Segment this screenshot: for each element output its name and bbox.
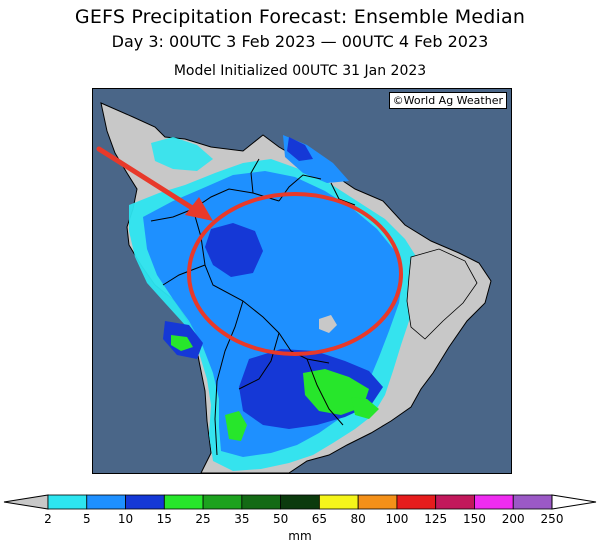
colorbar-tick-label: 125 [424, 512, 448, 526]
precip-15-25-argentina [225, 411, 247, 441]
colorbar-bin-80-100 [357, 494, 398, 510]
highlight-arrow [96, 146, 213, 221]
colorbar-tick-label: 25 [195, 512, 211, 526]
colorbar-bin-65-80 [318, 494, 359, 510]
model-initialized: Model Initialized 00UTC 31 Jan 2023 [173, 63, 427, 79]
colorbar-bin-15-25 [163, 494, 204, 510]
colorbar-tick-label: 100 [385, 512, 409, 526]
colorbar-tick-label: 65 [311, 512, 328, 526]
colorbar-tick-label: 5 [82, 512, 91, 526]
precip-10-15-west [205, 223, 263, 277]
colorbar-bin-125-150 [435, 494, 475, 510]
color-scale-bar [3, 494, 597, 510]
precip-15-25-andes [171, 335, 193, 351]
precip-15-25-coast [351, 397, 379, 419]
colorbar-tick-label: 200 [501, 512, 525, 526]
colorbar-tick-label: 50 [272, 512, 289, 526]
colorbar-tick-label: 35 [234, 512, 250, 526]
colorbar-bin-25-35 [202, 494, 243, 510]
colorbar-tick-label: 250 [540, 512, 564, 526]
colorbar-bin-150-200 [474, 494, 514, 510]
colorbar-tick-label: 150 [463, 512, 486, 526]
colorbar-tick-label: 80 [350, 512, 366, 526]
colorbar-under-arrow [3, 494, 49, 510]
colorbar-bin-5-10 [86, 494, 126, 510]
colorbar-bin-10-15 [125, 494, 165, 510]
colorbar-bin-2-5 [47, 494, 88, 510]
precipitation-map: ©World Ag Weather [92, 88, 512, 474]
dry-pocket-northeast [406, 248, 478, 340]
highlight-ellipse [187, 192, 403, 356]
colorbar-bin-100-125 [396, 494, 437, 510]
colorbar-tick-label: 2 [44, 512, 52, 526]
precip-2-5-north [151, 137, 213, 171]
colorbar-tick-label: 10 [117, 512, 134, 526]
colorbar-bin-50-65 [280, 494, 320, 510]
colorbar-bin-200-250 [512, 494, 553, 510]
map-title: GEFS Precipitation Forecast: Ensemble Me… [74, 6, 526, 28]
colorbar-over-arrow [551, 494, 597, 510]
units-label: mm [288, 529, 312, 543]
map-canvas [93, 89, 511, 473]
colorbar-tick-label: 15 [156, 512, 172, 526]
credit-label: ©World Ag Weather [388, 92, 507, 109]
dry-pocket-central [319, 315, 337, 333]
forecast-period: Day 3: 00UTC 3 Feb 2023 — 00UTC 4 Feb 20… [111, 32, 489, 51]
precip-10-15-north [287, 137, 313, 161]
colorbar-bin-35-50 [241, 494, 282, 510]
